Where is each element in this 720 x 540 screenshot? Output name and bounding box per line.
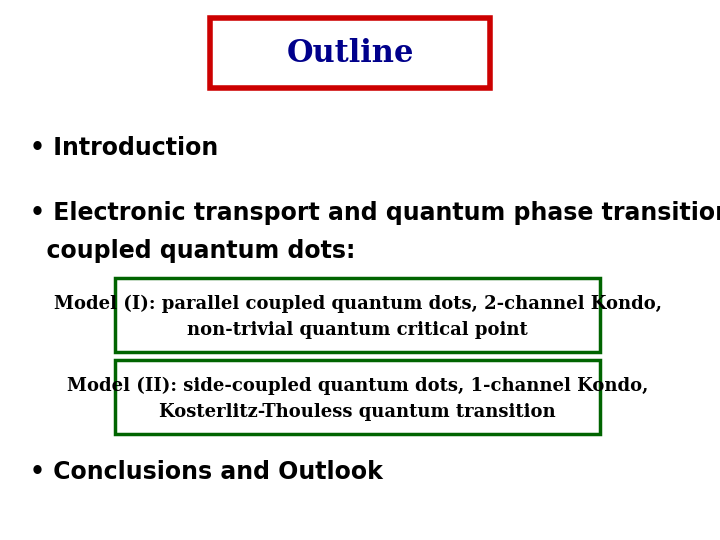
FancyBboxPatch shape <box>210 18 490 88</box>
Text: • Electronic transport and quantum phase transitions in: • Electronic transport and quantum phase… <box>30 201 720 225</box>
FancyBboxPatch shape <box>115 278 600 352</box>
FancyBboxPatch shape <box>115 360 600 434</box>
Text: • Conclusions and Outlook: • Conclusions and Outlook <box>30 460 383 484</box>
Text: Outline: Outline <box>287 37 414 69</box>
Text: coupled quantum dots:: coupled quantum dots: <box>30 239 356 263</box>
Text: Model (I): parallel coupled quantum dots, 2-channel Kondo,: Model (I): parallel coupled quantum dots… <box>53 295 662 313</box>
Text: • Introduction: • Introduction <box>30 136 218 160</box>
Text: non-trivial quantum critical point: non-trivial quantum critical point <box>187 321 528 339</box>
Text: Model (II): side-coupled quantum dots, 1-channel Kondo,: Model (II): side-coupled quantum dots, 1… <box>67 377 648 395</box>
Text: Kosterlitz-Thouless quantum transition: Kosterlitz-Thouless quantum transition <box>159 403 556 421</box>
